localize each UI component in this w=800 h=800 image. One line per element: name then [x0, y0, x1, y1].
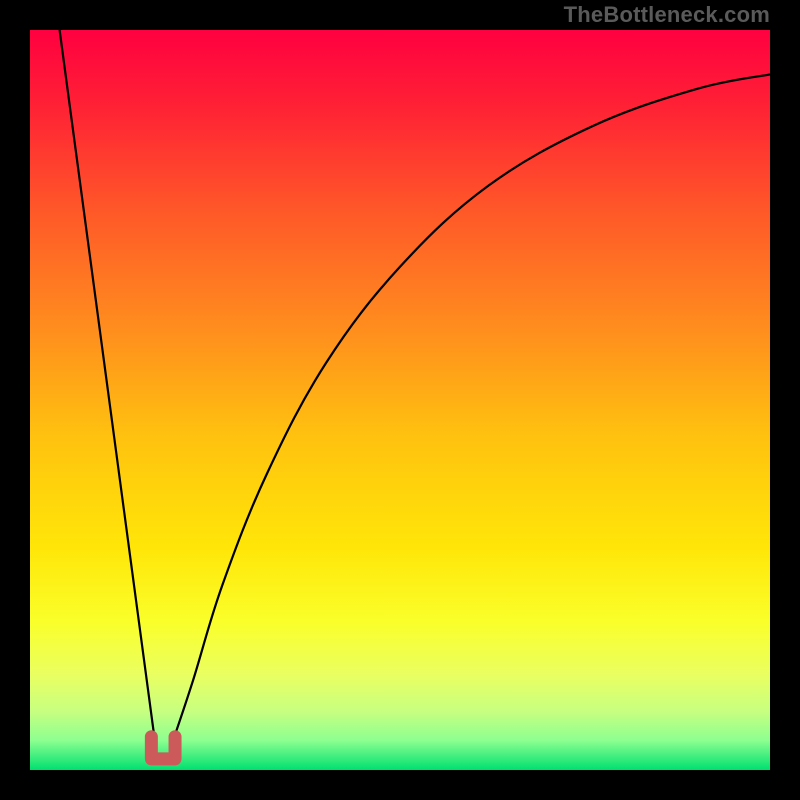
watermark-text: TheBottleneck.com	[564, 2, 770, 28]
minimum-marker	[151, 737, 175, 759]
curve-layer	[30, 30, 770, 770]
chart-frame: TheBottleneck.com	[0, 0, 800, 800]
bottleneck-curve	[60, 30, 770, 748]
plot-area	[30, 30, 770, 770]
